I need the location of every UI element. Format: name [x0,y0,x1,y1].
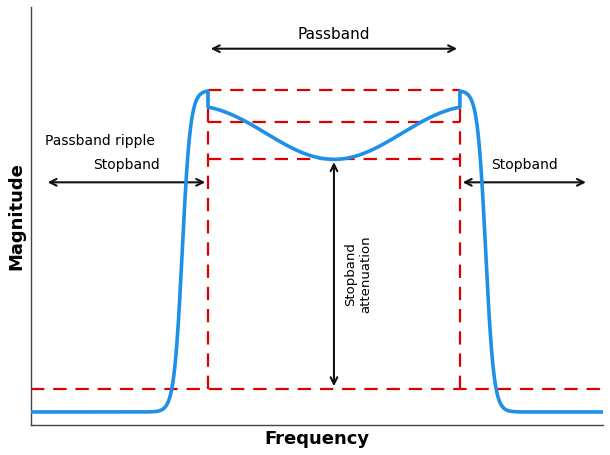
Text: Passband ripple: Passband ripple [45,134,155,147]
Text: Stopband: Stopband [93,158,160,172]
Y-axis label: Magnitude: Magnitude [7,162,25,270]
Text: Stopband: Stopband [491,158,558,172]
X-axis label: Frequency: Frequency [264,430,369,448]
Text: Passband: Passband [298,27,370,42]
Text: Stopband
attenuation: Stopband attenuation [344,235,372,313]
